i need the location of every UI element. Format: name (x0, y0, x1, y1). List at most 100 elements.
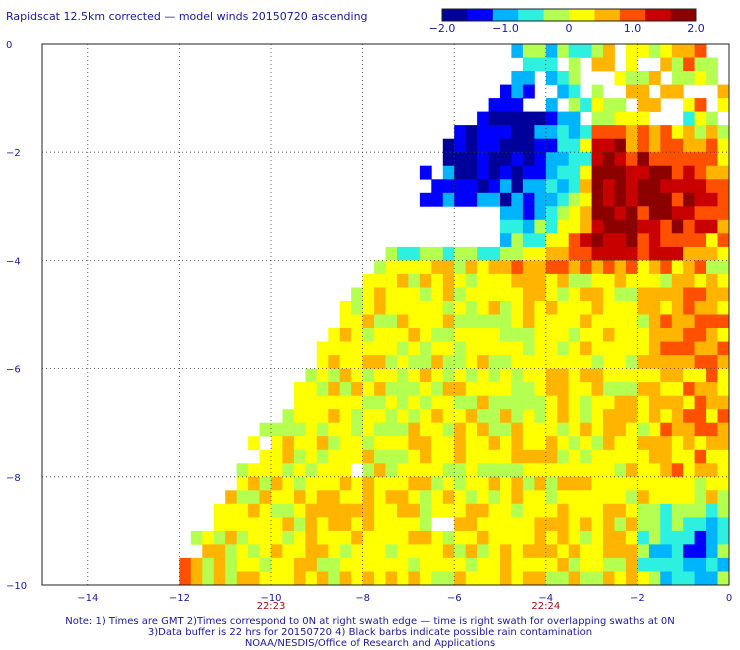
heatmap-cell (637, 409, 650, 424)
heatmap-cell (442, 395, 455, 410)
heatmap-cell (442, 152, 455, 167)
heatmap-cell (671, 382, 684, 396)
y-tick-label: −2 (6, 148, 21, 159)
heatmap-cell (591, 463, 604, 478)
heatmap-cell (351, 544, 363, 559)
heatmap-cell (683, 557, 695, 572)
heatmap-cell (637, 260, 650, 275)
heatmap-cell (351, 503, 363, 518)
heatmap-cell (454, 368, 467, 383)
heatmap-cell (545, 125, 558, 139)
heatmap-cell (522, 165, 535, 180)
heatmap-cell (419, 557, 432, 572)
heatmap-cell (454, 328, 467, 342)
heatmap-cell (408, 341, 421, 356)
colorbar-segment (492, 9, 519, 21)
heatmap-cell (545, 192, 558, 207)
heatmap-cell (614, 206, 627, 221)
heatmap-cell (271, 503, 283, 518)
heatmap-cell (351, 314, 363, 329)
heatmap-cell (534, 449, 547, 464)
heatmap-cell (557, 328, 570, 342)
heatmap-cell (717, 314, 730, 329)
heatmap-cell (305, 422, 318, 437)
heatmap-cell (374, 422, 386, 437)
heatmap-cell (500, 192, 512, 207)
heatmap-cell (683, 125, 695, 139)
heatmap-cell (477, 530, 489, 545)
heatmap-cell (614, 233, 627, 248)
heatmap-cell (637, 246, 650, 261)
heatmap-cell (477, 436, 489, 451)
heatmap-cell (511, 409, 524, 424)
heatmap-cell (328, 530, 341, 545)
heatmap-cell (431, 463, 444, 478)
heatmap-cell (545, 355, 558, 369)
heatmap-cell (248, 557, 260, 572)
heatmap-cell (717, 301, 730, 315)
heatmap-cell (694, 341, 707, 356)
heatmap-cell (568, 138, 581, 153)
heatmap-cell (545, 206, 558, 221)
heatmap-cell (408, 273, 421, 288)
heatmap-cell (671, 436, 684, 451)
heatmap-cell (591, 44, 604, 58)
heatmap-cell (694, 57, 707, 72)
heatmap-cell (534, 206, 547, 221)
heatmap-cell (477, 409, 489, 424)
heatmap-cell (694, 368, 707, 383)
heatmap-cell (603, 490, 615, 505)
heatmap-cell (694, 273, 707, 288)
heatmap-cell (694, 98, 707, 112)
heatmap-cell (603, 422, 615, 437)
heatmap-cell (568, 422, 581, 437)
heatmap-cell (706, 138, 718, 153)
heatmap-cell (500, 382, 512, 396)
heatmap-cell (454, 571, 467, 586)
heatmap-cell (465, 368, 478, 383)
heatmap-cell (614, 301, 627, 315)
heatmap-cell (717, 382, 730, 396)
heatmap-cell (568, 368, 581, 383)
heatmap-cell (328, 355, 341, 369)
heatmap-cell (717, 219, 730, 234)
heatmap-cell (454, 314, 467, 329)
heatmap-cell (648, 463, 661, 478)
heatmap-cell (442, 273, 455, 288)
heatmap-cell (580, 341, 592, 356)
heatmap-cell (648, 490, 661, 505)
heatmap-cell (660, 57, 673, 72)
heatmap-cell (213, 503, 226, 518)
heatmap-cell (408, 490, 421, 505)
heatmap-cell (500, 138, 512, 153)
heatmap-cell (625, 328, 638, 342)
heatmap-cell (385, 503, 398, 518)
heatmap-cell (465, 409, 478, 424)
heatmap-cell (179, 571, 192, 586)
heatmap-cell (419, 422, 432, 437)
heatmap-cell (625, 557, 638, 572)
heatmap-cell (248, 436, 260, 451)
heatmap-cell (717, 273, 730, 288)
heatmap-cell (568, 557, 581, 572)
heatmap-cell (648, 557, 661, 572)
heatmap-cell (488, 422, 501, 437)
heatmap-cell (488, 490, 501, 505)
heatmap-cell (431, 192, 444, 207)
heatmap-cell (500, 328, 512, 342)
heatmap-cell (477, 328, 489, 342)
heatmap-cell (259, 503, 272, 518)
heatmap-cell (419, 273, 432, 288)
heatmap-cell (408, 382, 421, 396)
heatmap-cell (568, 341, 581, 356)
heatmap-cell (637, 84, 650, 99)
heatmap-cell (511, 125, 524, 139)
heatmap-cell (351, 571, 363, 586)
heatmap-cell (534, 557, 547, 572)
heatmap-cell (488, 98, 501, 112)
heatmap-cell (488, 165, 501, 180)
heatmap-cell (706, 57, 718, 72)
heatmap-cell (580, 382, 592, 396)
heatmap-cell (545, 382, 558, 396)
heatmap-cell (580, 476, 592, 491)
